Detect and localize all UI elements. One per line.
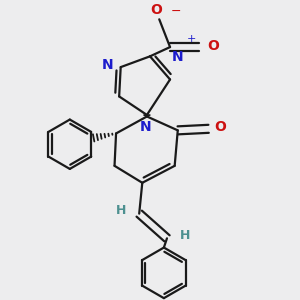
Text: H: H (116, 204, 126, 217)
Text: −: − (171, 5, 181, 18)
Text: O: O (150, 3, 162, 17)
Text: H: H (180, 229, 190, 242)
Text: +: + (187, 34, 196, 44)
Text: N: N (140, 121, 151, 134)
Text: N: N (172, 50, 183, 64)
Text: O: O (214, 120, 226, 134)
Polygon shape (143, 115, 150, 116)
Text: N: N (101, 58, 113, 72)
Text: O: O (207, 38, 219, 52)
